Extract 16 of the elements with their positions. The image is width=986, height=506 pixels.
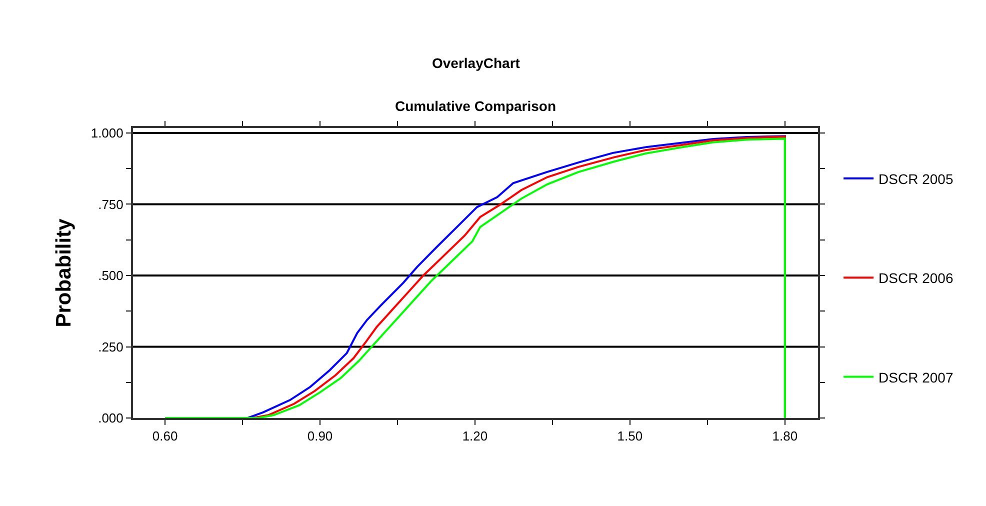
legend-label: DSCR 2007: [878, 369, 954, 386]
chart-title: OverlayChart: [432, 55, 520, 71]
y-tick-label: .500: [98, 268, 124, 284]
y-tick-label: .250: [98, 339, 124, 354]
x-tick-label: 1.20: [462, 428, 488, 444]
y-tick-label: .000: [98, 410, 124, 426]
y-tick-label: 1.000: [90, 126, 124, 141]
x-tick-label: 0.90: [307, 428, 333, 444]
legend-label: DSCR 2006: [878, 270, 954, 286]
chart-subtitle: Cumulative Comparison: [395, 98, 556, 114]
x-tick-label: 1.50: [617, 428, 643, 444]
y-axis-title: Probability: [52, 218, 76, 328]
x-tick-label: 0.60: [152, 428, 178, 444]
legend-label: DSCR 2005: [878, 170, 954, 187]
x-tick-label: 1.80: [772, 428, 798, 444]
y-tick-label: .750: [98, 196, 124, 212]
